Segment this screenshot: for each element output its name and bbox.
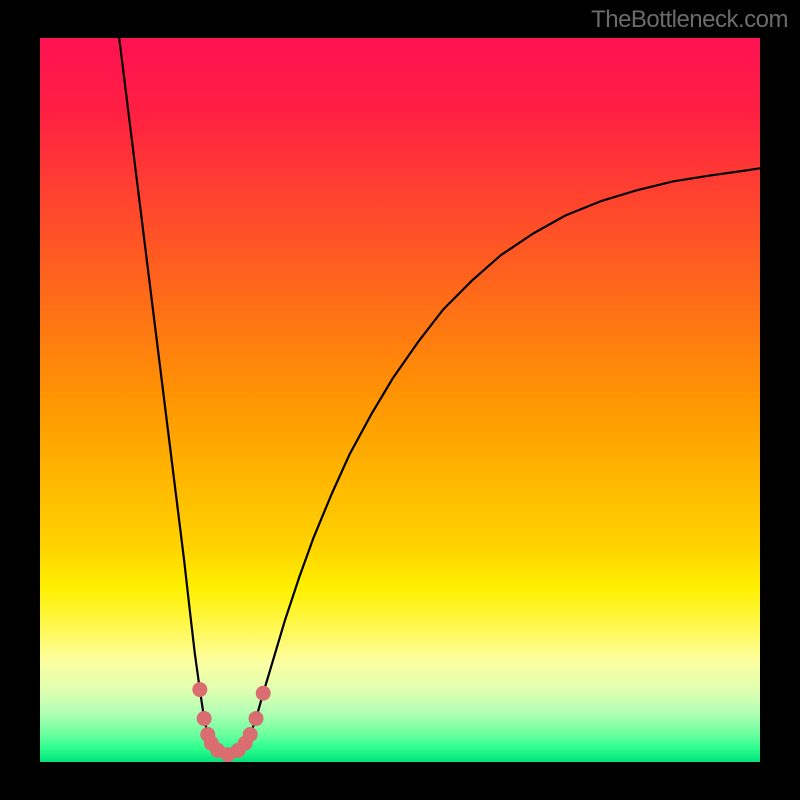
chart-background (40, 38, 760, 762)
curve-marker (256, 686, 270, 700)
curve-marker (243, 727, 257, 741)
plot-area (40, 38, 760, 762)
curve-marker (197, 712, 211, 726)
plot-svg (40, 38, 760, 762)
curve-marker (249, 712, 263, 726)
watermark-text: TheBottleneck.com (591, 6, 788, 34)
chart-container: TheBottleneck.com (0, 0, 800, 800)
curve-marker (193, 683, 207, 697)
